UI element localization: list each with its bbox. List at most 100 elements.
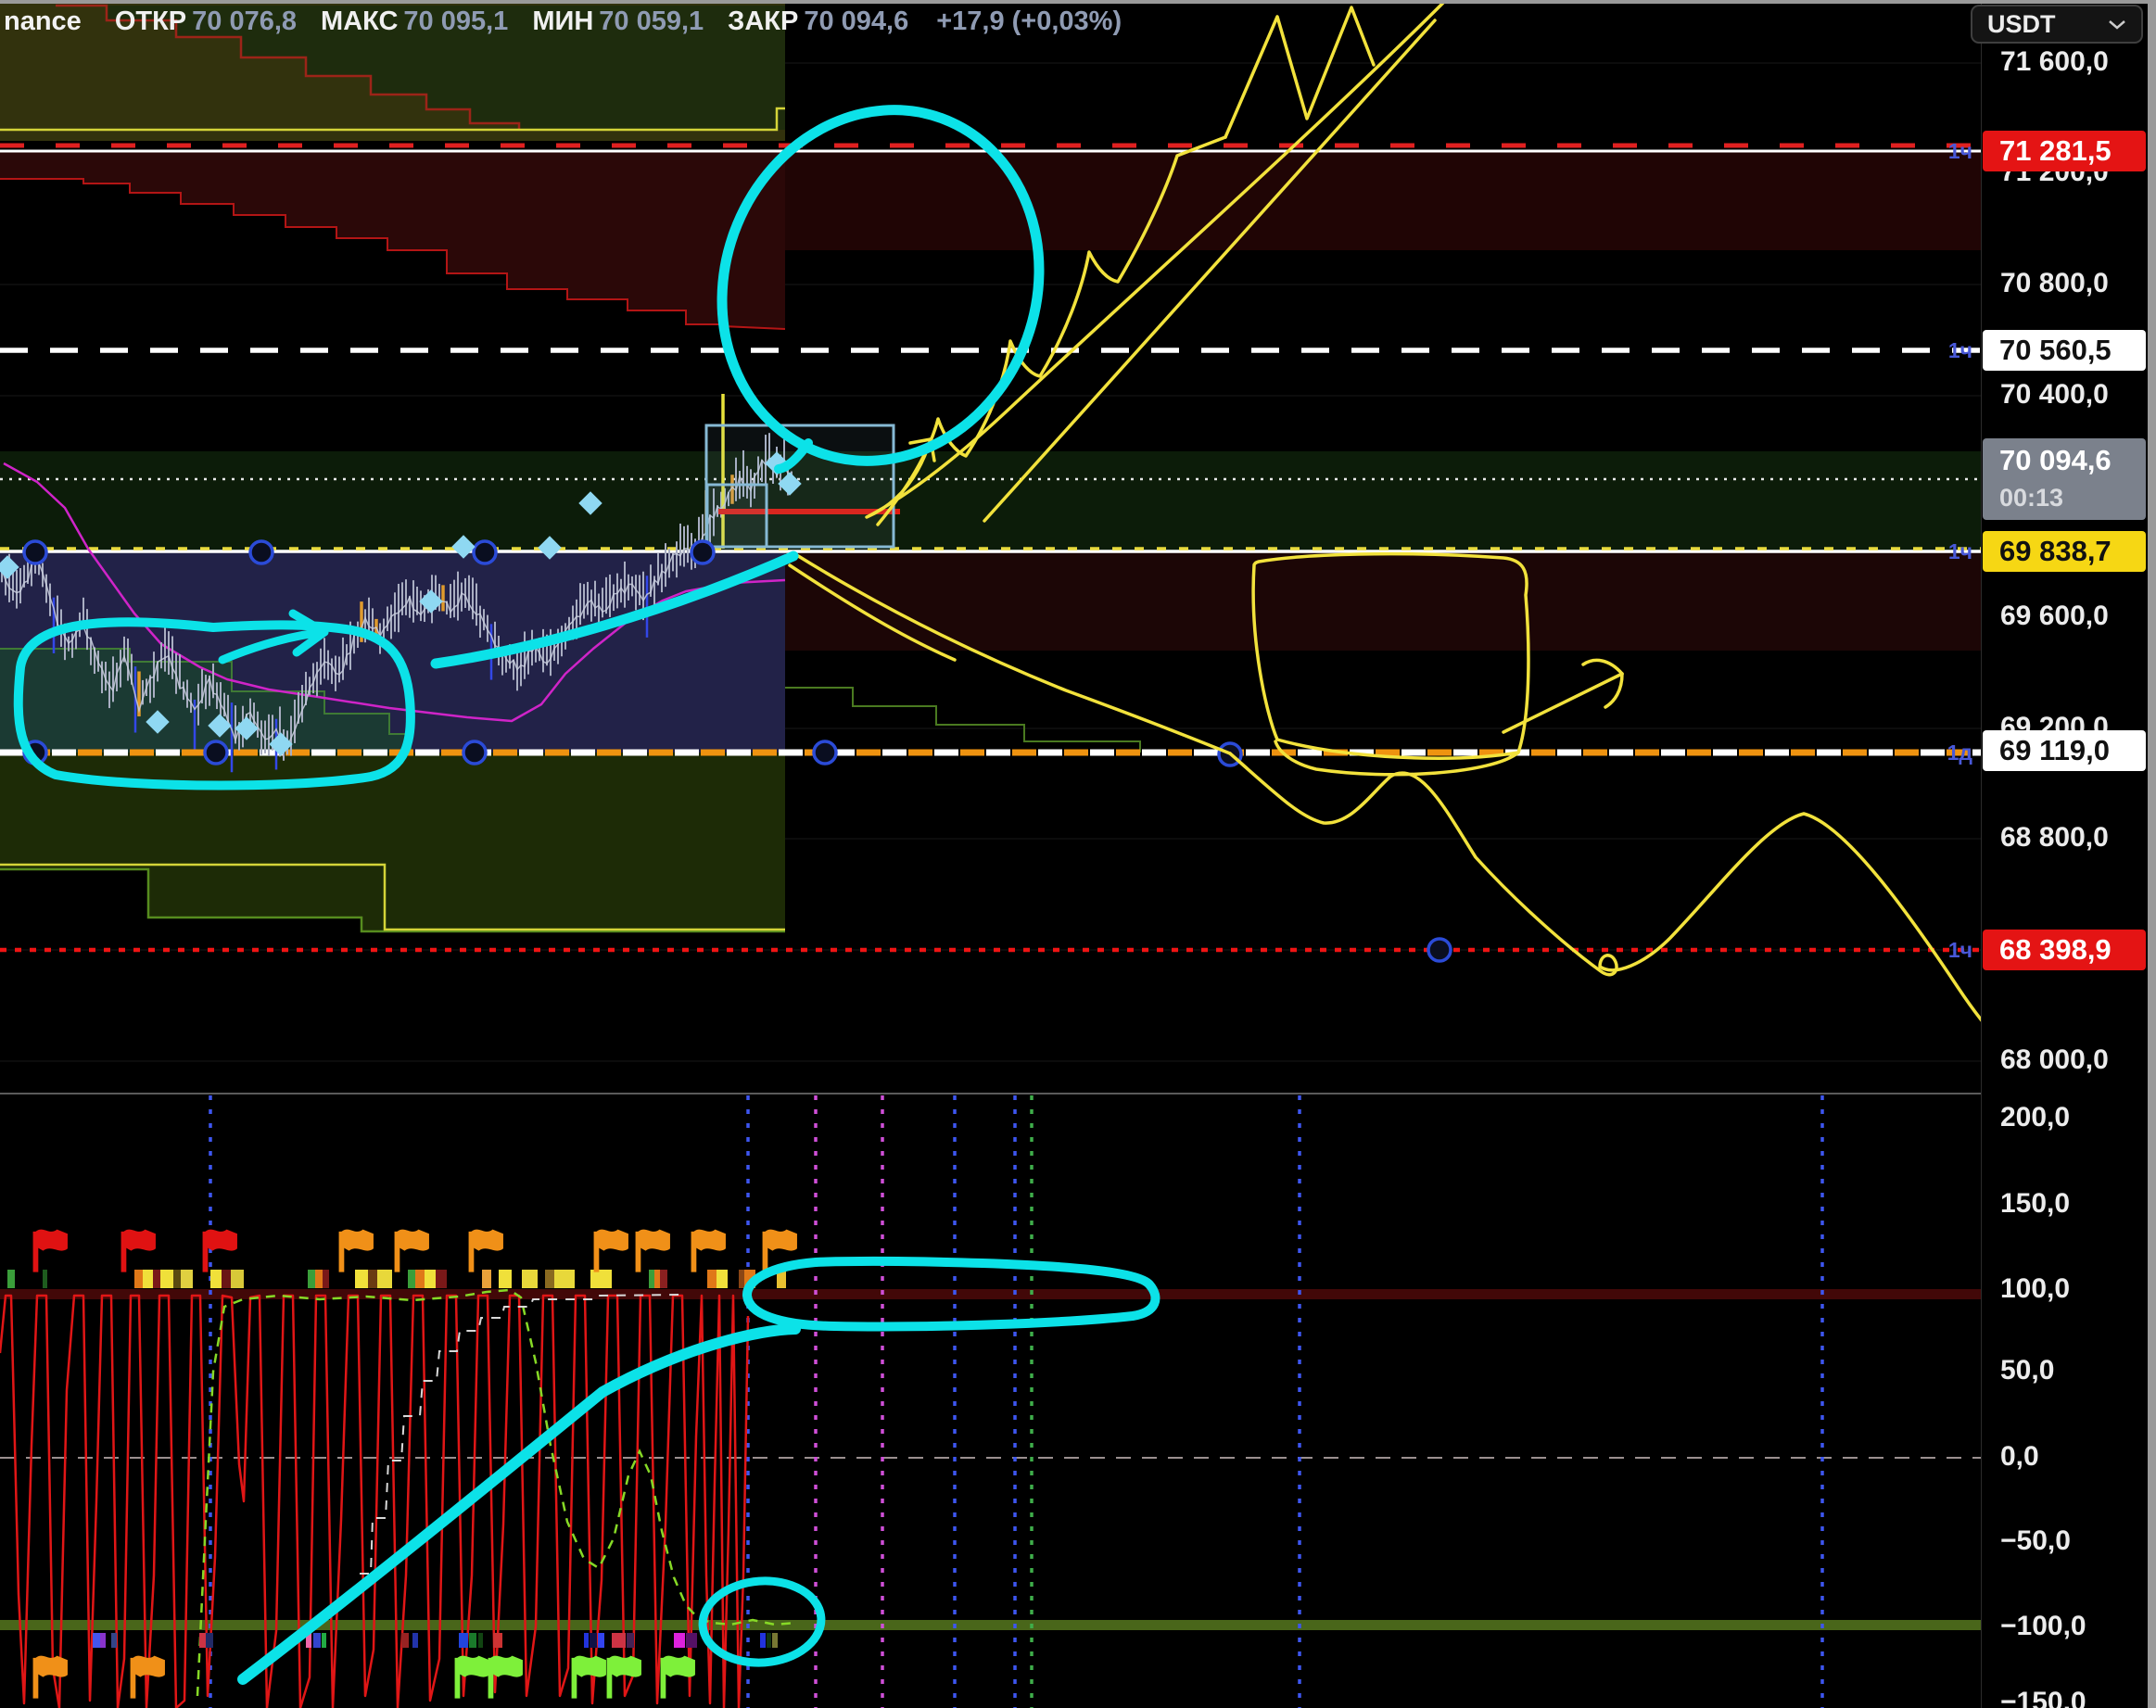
confetti-segment [100, 1633, 106, 1648]
drawing-yellow-stroke[interactable] [908, 437, 932, 445]
ribbon-segment [7, 1270, 15, 1288]
indicator-tick: 150,0 [2000, 1188, 2071, 1219]
anchor-circle[interactable] [462, 740, 488, 765]
drawing-cyan-stroke[interactable] [288, 609, 329, 637]
ohlc-low-value: 70 059,1 [599, 6, 704, 36]
symbol-name[interactable]: nance [4, 6, 82, 36]
indicator-tick: 200,0 [2000, 1102, 2071, 1132]
ribbon-segment [160, 1270, 173, 1288]
ohlc-high-value: 70 095,1 [403, 6, 509, 36]
ribbon-segment [181, 1270, 193, 1288]
level-timeframe-label: 1ч [1948, 539, 1972, 563]
confetti-segment [459, 1633, 468, 1648]
ribbon-segment [43, 1270, 47, 1288]
cloud-maroon-left [0, 151, 785, 329]
price-tick: 68 800,0 [2000, 822, 2109, 853]
drawing-cyan-stroke[interactable] [218, 627, 329, 664]
oscillator-green-dashed [196, 1288, 796, 1697]
level-timeframe-label: 1ч [1948, 139, 1972, 163]
drawing-cyan-stroke[interactable] [430, 550, 799, 669]
confetti-segment [493, 1633, 502, 1648]
drawing-cyan-stroke[interactable] [292, 627, 329, 657]
drawing-yellow-stroke[interactable] [1224, 6, 1376, 139]
diamond-signal [0, 555, 19, 579]
anchor-circle[interactable] [690, 539, 716, 565]
ribbon-segment [315, 1270, 323, 1288]
currency-value: USDT [1987, 9, 2056, 38]
anchor-circle[interactable] [1427, 937, 1452, 963]
ribbon-segment [777, 1270, 786, 1288]
flag-orange-icon [338, 1229, 374, 1272]
ribbon-segment [707, 1270, 717, 1288]
ribbon-segment [408, 1270, 415, 1288]
drawing-cyan-stroke[interactable] [237, 1323, 801, 1685]
confetti-segment [322, 1633, 326, 1648]
indicator-band [0, 1620, 1981, 1630]
ribbon-segment [323, 1270, 329, 1288]
anchor-circle[interactable] [812, 740, 838, 765]
drawing-yellow-stroke[interactable] [983, 19, 1437, 523]
drawing-yellow-stroke[interactable] [1274, 740, 1520, 777]
drawing-cyan-ellipse[interactable] [673, 65, 1087, 506]
right-scrollbar[interactable] [2148, 0, 2156, 1708]
confetti-segment [306, 1633, 311, 1648]
drawing-yellow-stroke[interactable] [1228, 752, 2002, 1044]
ohlc-open-value: 70 076,8 [192, 6, 298, 36]
drawing-yellow-stroke[interactable] [793, 552, 1232, 755]
drawing-yellow-stroke[interactable] [1251, 551, 1530, 760]
drawing-yellow-stroke[interactable] [865, 0, 1446, 519]
drawing-cyan-stroke[interactable] [774, 438, 813, 474]
cloud-border-red-top [56, 4, 521, 130]
confetti-segment [772, 1633, 778, 1648]
drawing-cyan-ellipse[interactable] [698, 1576, 826, 1667]
ohlc-close-value: 70 094,6 [804, 6, 909, 36]
anchor-circle[interactable] [472, 539, 498, 565]
ribbon-segment [231, 1270, 244, 1288]
price-badge: 69 119,0 [1983, 730, 2146, 771]
confetti-segment [674, 1633, 685, 1648]
ribbon-segment [210, 1270, 222, 1288]
drawing-cyan-stroke[interactable] [13, 617, 415, 791]
drawing-yellow-stroke[interactable] [1581, 658, 1624, 676]
flag-green-icon [488, 1655, 523, 1699]
flag-orange-icon [762, 1229, 797, 1272]
chevron-down-icon [2109, 19, 2125, 30]
ribbon-segment [377, 1270, 392, 1288]
drawing-rectangle[interactable] [705, 483, 768, 549]
flag-orange-icon [394, 1229, 429, 1272]
price-close-line [1, 457, 793, 749]
ribbon-segment [425, 1270, 436, 1288]
drawing-cyan-stroke[interactable] [742, 1256, 1160, 1332]
indicator-tick: −150,0 [2000, 1687, 2086, 1708]
ribbon-segment [355, 1270, 368, 1288]
flag-orange-icon [468, 1229, 503, 1272]
ohlc-high-label: МАКС [321, 6, 399, 36]
drawing-yellow-stroke[interactable] [876, 135, 1227, 526]
price-tick: 71 600,0 [2000, 46, 2109, 77]
anchor-circle[interactable] [248, 539, 274, 565]
level-timeframe-label: 1д [1947, 740, 1973, 765]
drawing-yellow-stroke[interactable] [1502, 672, 1624, 734]
flag-green-icon [454, 1655, 489, 1699]
drawing-yellow-stroke[interactable] [1604, 672, 1624, 709]
bar-countdown: 00:13 [1999, 484, 2064, 512]
confetti-segment [598, 1633, 604, 1648]
indicator-band [0, 1289, 1981, 1299]
cloud-maroon-right [785, 151, 1981, 250]
drawing-yellow-stroke[interactable] [788, 563, 957, 662]
anchor-circle[interactable] [203, 740, 229, 765]
confetti-segment [478, 1633, 483, 1648]
price-axis[interactable]: 71 600,0 71 200,0 70 800,0 70 400,0 69 600,0… [1981, 0, 2149, 1708]
flag-orange-icon [130, 1655, 165, 1699]
confetti-segment [199, 1633, 206, 1648]
ribbon-segment [173, 1270, 181, 1288]
price-badge-value: 70 094,6 [1999, 444, 2112, 476]
currency-dropdown[interactable]: USDT [1971, 5, 2143, 44]
confetti-segment [313, 1633, 321, 1648]
kijun-yellow-low [0, 863, 785, 931]
anchor-circle[interactable] [22, 539, 48, 565]
ribbon-segment [134, 1270, 143, 1288]
ribbon-segment [739, 1270, 744, 1288]
